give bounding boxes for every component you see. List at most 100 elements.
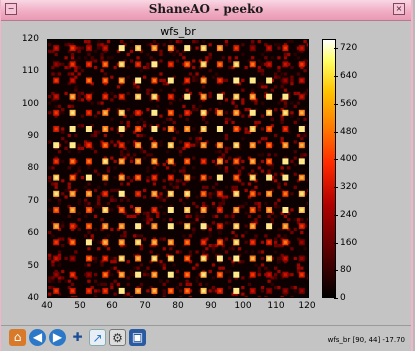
background-speckle — [74, 69, 78, 73]
window-menu-button[interactable]: − — [5, 3, 17, 15]
background-speckle — [51, 234, 55, 238]
wfs-image-plot[interactable] — [47, 39, 309, 298]
background-speckle — [143, 133, 147, 138]
wfs-spot-core — [152, 62, 156, 66]
wfs-spot-core — [120, 208, 124, 212]
wfs-spot-core — [234, 273, 238, 277]
background-speckle — [54, 182, 58, 186]
wfs-spot-core — [185, 224, 189, 228]
wfs-spot-core — [87, 192, 91, 196]
background-speckle — [100, 260, 104, 264]
wfs-spot-core — [300, 111, 304, 115]
background-speckle — [293, 150, 297, 154]
background-speckle — [113, 260, 117, 264]
background-speckle — [264, 56, 268, 60]
background-speckle — [274, 273, 278, 277]
wfs-spot-core — [87, 62, 91, 66]
background-speckle — [267, 269, 271, 274]
wfs-spot-core — [54, 257, 58, 260]
background-speckle — [293, 52, 297, 57]
background-speckle — [175, 221, 179, 225]
background-speckle — [192, 221, 196, 225]
background-speckle — [231, 211, 235, 215]
background-speckle — [280, 85, 284, 89]
pan-button[interactable]: ✚ — [69, 329, 86, 346]
wfs-spot-core — [251, 176, 255, 180]
background-speckle — [67, 185, 71, 189]
background-speckle — [182, 166, 186, 170]
background-speckle — [64, 65, 68, 70]
save-button[interactable]: ▣ — [129, 329, 146, 346]
background-speckle — [267, 153, 271, 157]
wfs-spot-core — [71, 143, 75, 147]
background-speckle — [237, 205, 242, 209]
background-speckle — [48, 101, 52, 105]
background-speckle — [215, 188, 219, 193]
background-speckle — [93, 188, 98, 193]
background-speckle — [260, 250, 265, 254]
background-speckle — [198, 289, 202, 293]
background-speckle — [283, 88, 288, 92]
y-tick: 50 — [27, 261, 39, 271]
background-speckle — [270, 176, 274, 180]
background-speckle — [205, 62, 209, 66]
x-tick: 50 — [74, 301, 86, 311]
background-speckle — [205, 56, 209, 60]
background-speckle — [237, 169, 242, 173]
background-speckle — [93, 49, 98, 53]
home-button[interactable]: ⌂ — [9, 329, 26, 346]
background-speckle — [93, 114, 98, 118]
background-speckle — [224, 146, 229, 150]
background-speckle — [277, 260, 281, 264]
background-speckle — [218, 201, 222, 206]
zoom-button[interactable]: ↗ — [89, 329, 106, 346]
background-speckle — [87, 201, 91, 206]
background-speckle — [293, 172, 297, 176]
background-speckle — [169, 253, 173, 257]
background-speckle — [274, 43, 278, 47]
background-speckle — [156, 195, 160, 199]
background-speckle — [287, 52, 291, 57]
background-speckle — [57, 237, 62, 241]
back-button[interactable]: ◀ — [29, 329, 46, 346]
background-speckle — [241, 292, 245, 296]
background-speckle — [296, 46, 301, 50]
wfs-spot-core — [251, 208, 255, 212]
colorbar-tick: 240 — [333, 210, 358, 220]
background-speckle — [179, 114, 183, 118]
background-speckle — [126, 153, 130, 157]
background-speckle — [80, 91, 85, 95]
background-speckle — [139, 150, 143, 154]
background-speckle — [100, 52, 104, 57]
background-speckle — [303, 133, 307, 138]
background-speckle — [97, 205, 101, 209]
close-button[interactable]: × — [393, 3, 405, 15]
background-speckle — [113, 292, 117, 296]
forward-button[interactable]: ▶ — [49, 329, 66, 346]
background-speckle — [260, 85, 265, 89]
background-speckle — [165, 166, 170, 170]
background-speckle — [70, 163, 75, 167]
background-speckle — [211, 247, 216, 251]
colorbar-tick: 0 — [334, 293, 346, 303]
background-speckle — [139, 49, 143, 53]
background-speckle — [182, 169, 186, 173]
title-bar[interactable]: − ShaneAO - peeko × — [1, 0, 411, 21]
background-speckle — [211, 185, 216, 189]
background-speckle — [110, 282, 114, 286]
wfs-spot-core — [300, 240, 304, 244]
background-speckle — [303, 69, 307, 73]
background-speckle — [162, 295, 166, 297]
background-speckle — [116, 140, 121, 144]
background-speckle — [208, 91, 212, 95]
background-speckle — [306, 114, 308, 118]
background-speckle — [215, 163, 219, 167]
background-speckle — [149, 146, 153, 150]
background-speckle — [257, 40, 261, 44]
background-speckle — [90, 56, 94, 60]
background-speckle — [296, 221, 301, 225]
background-speckle — [149, 153, 153, 157]
background-speckle — [188, 143, 193, 147]
wfs-spot-core — [267, 111, 271, 115]
configure-button[interactable]: ⚙ — [109, 329, 126, 346]
